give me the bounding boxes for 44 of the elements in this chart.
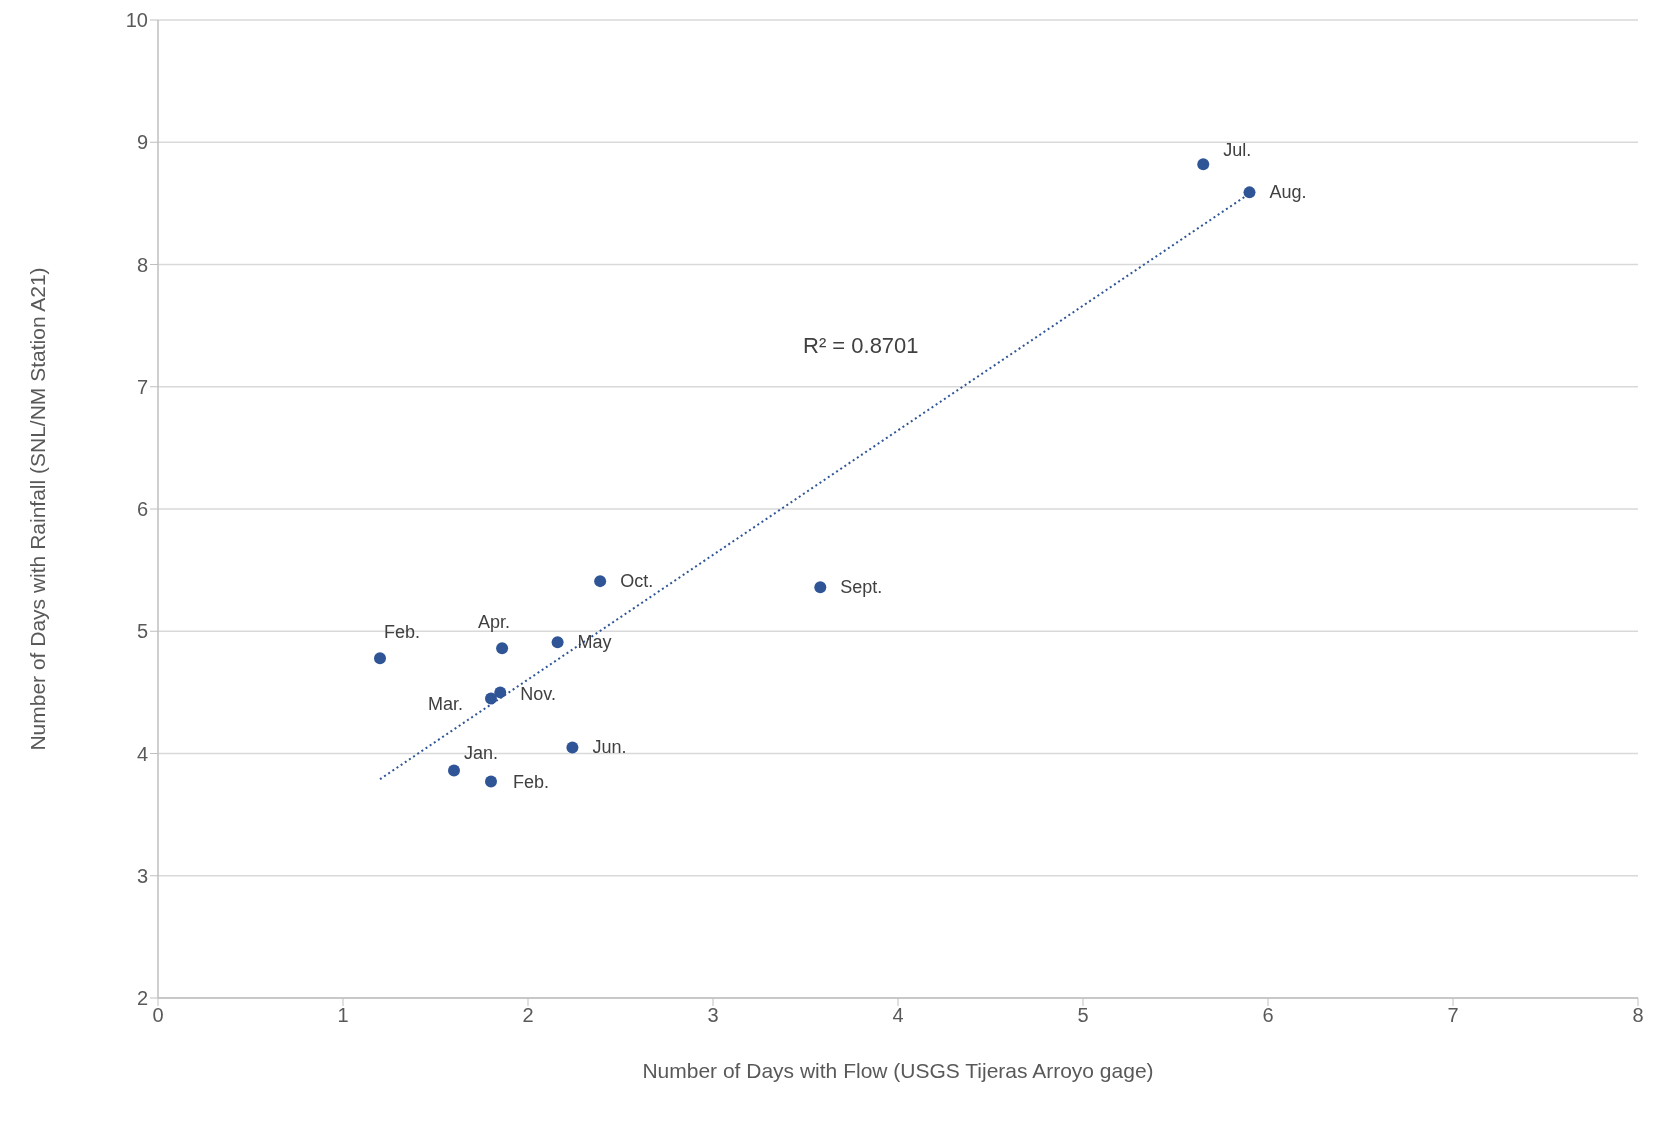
x-axis-title: Number of Days with Flow (USGS Tijeras Arroyo gage)	[642, 1059, 1154, 1082]
annotation: Nov.	[520, 684, 556, 705]
annotation: May	[577, 632, 612, 653]
y-tick-label: 6	[136, 498, 148, 521]
y-tick-label: 2	[136, 987, 148, 1010]
point	[485, 692, 497, 705]
annotation: Feb.	[384, 622, 421, 643]
x-tick-label: 6	[1262, 1004, 1274, 1027]
y-tick-label: 9	[136, 131, 148, 154]
annotation: Mar.	[427, 694, 463, 715]
annotation: R² = 0.8701	[803, 333, 919, 359]
x-tick-label: 1	[337, 1004, 349, 1027]
annotation: Feb.	[513, 771, 550, 792]
point	[496, 642, 509, 655]
y-tick-label: 8	[136, 253, 148, 276]
annotation: Jul.	[1223, 140, 1252, 161]
annotation: Sept.	[840, 577, 883, 598]
x-tick-label: 7	[1447, 1004, 1459, 1027]
point	[374, 652, 386, 665]
y-tick-label: 4	[136, 742, 148, 765]
point	[485, 775, 497, 788]
annotation: Apr.	[478, 612, 511, 633]
x-tick-label: 8	[1632, 1004, 1644, 1027]
point	[566, 741, 579, 754]
point	[1243, 186, 1256, 199]
x-tick-label: 3	[707, 1004, 719, 1027]
x-tick-label: 4	[892, 1004, 904, 1027]
y-tick-label: 3	[136, 864, 148, 887]
y-axis-title: Number of Days with Rainfall (SNL/NM Station A21)	[26, 267, 50, 751]
point	[594, 575, 607, 588]
x-tick-label: 0	[152, 1004, 164, 1027]
annotation: Aug.	[1269, 182, 1307, 203]
point	[814, 581, 827, 594]
point	[551, 636, 564, 649]
x-tick-label: 2	[522, 1004, 534, 1027]
point	[1197, 158, 1210, 171]
y-tick-label: 10	[125, 9, 148, 32]
annotation: Jan.	[464, 742, 499, 763]
x-tick-label: 5	[1077, 1004, 1089, 1027]
annotation: Oct.	[620, 571, 654, 592]
annotation: Jun.	[592, 737, 627, 758]
point	[448, 764, 460, 777]
y-tick-label: 7	[136, 375, 148, 398]
y-tick-label: 5	[136, 620, 148, 643]
